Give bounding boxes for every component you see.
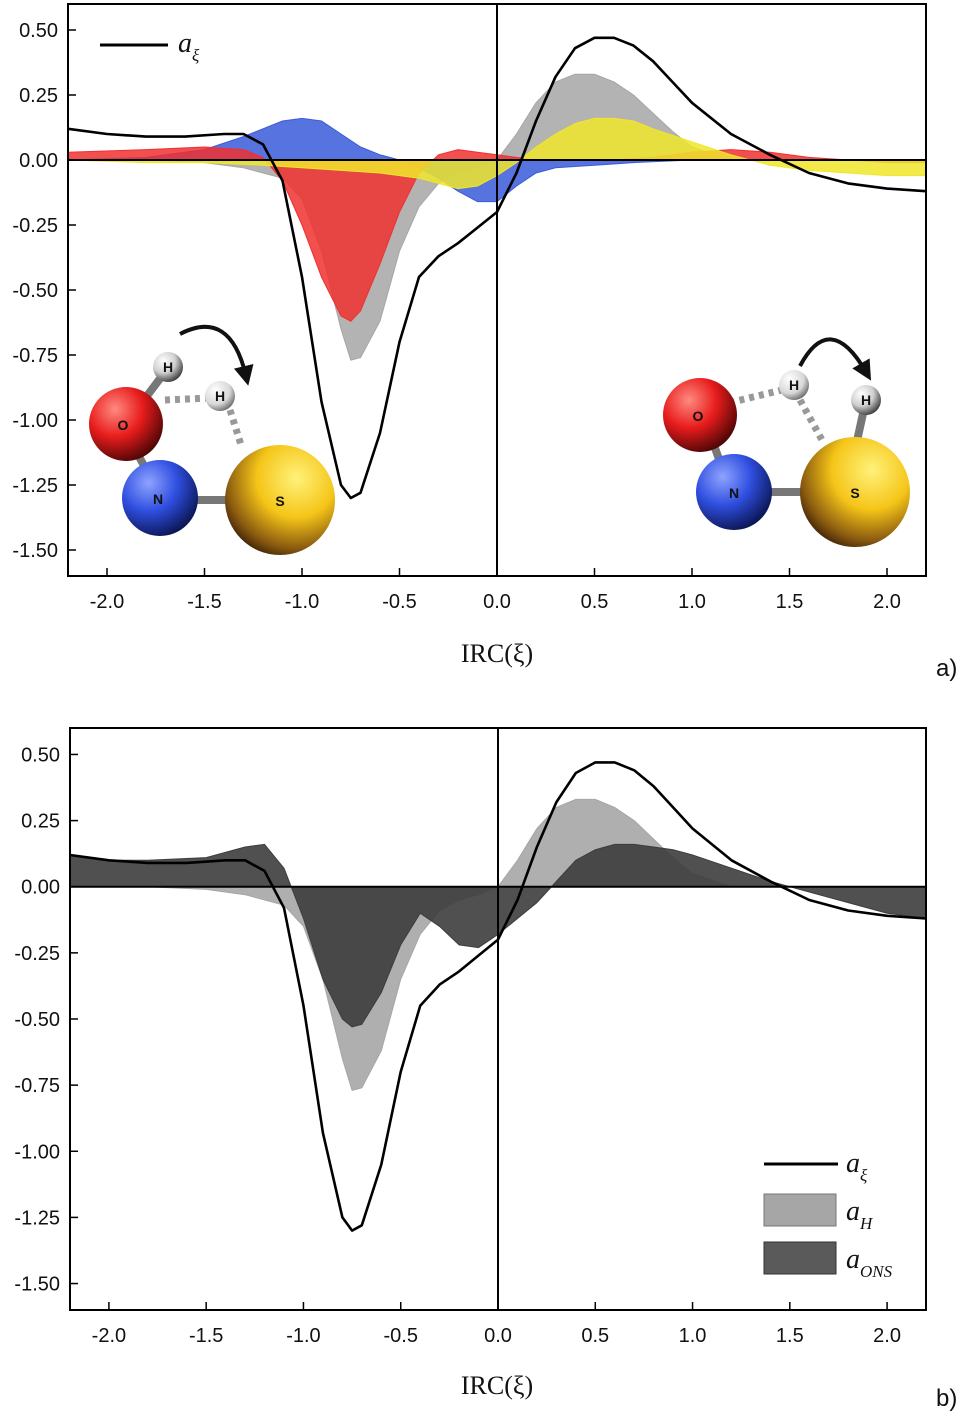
y-tick-label: -0.25 [14, 943, 60, 965]
panel-a-y-ticks: 0.50 0.25 0.00 -0.25 -0.50 -0.75 -1.00 -1.25 -1.… [12, 20, 76, 562]
x-tick-label: 1.0 [679, 1325, 707, 1347]
x-tick-label: -0.5 [383, 1325, 417, 1347]
panel-a-lines [67, 36, 927, 500]
y-tick-label: -1.25 [14, 1207, 60, 1229]
panel-b-x-ticks: -2.0 -1.5 -1.0 -0.5 0.0 0.5 1.0 1.5 2.0 [92, 1302, 901, 1347]
panel-b-x-axis-title: IRC(ξ) [461, 1371, 533, 1400]
molecule-right: H H O N S [663, 337, 910, 547]
x-tick-label: -0.5 [382, 591, 416, 613]
oxygen-atom [663, 378, 737, 452]
legend-label-a-xi: aξ [846, 1148, 868, 1185]
molecule-left: H H O N S [89, 324, 335, 555]
x-tick-label: 0.5 [581, 591, 609, 613]
x-tick-label: 1.5 [776, 591, 804, 613]
hbond-h-s [796, 398, 826, 442]
atom-label-h: H [789, 377, 799, 393]
hydrogen-atom [779, 370, 809, 400]
x-tick-label: -1.0 [285, 591, 319, 613]
panel-a-legend: aξ [100, 28, 200, 65]
atom-label-h: H [163, 359, 173, 375]
line-series-a-xi [67, 36, 927, 500]
legend-swatch-a-ons [763, 1241, 837, 1275]
y-tick-label: -1.25 [12, 475, 58, 497]
panel-a-x-axis-title: IRC(ξ) [461, 639, 533, 668]
panel-b-lines [69, 761, 927, 1232]
legend-label-a-xi: aξ [178, 28, 200, 65]
x-tick-label: -2.0 [90, 591, 124, 613]
y-tick-label: -1.50 [14, 1274, 60, 1296]
panel-a-label: a) [936, 655, 957, 682]
hbond-o-h [164, 394, 211, 404]
oxygen-atom [89, 387, 163, 461]
x-tick-label: 0.0 [484, 1325, 512, 1347]
atom-label-h: H [861, 392, 871, 408]
y-tick-label: 0.25 [19, 85, 58, 107]
atom-label-o: O [693, 408, 704, 424]
legend-label-a-ons: aONS [846, 1244, 893, 1281]
y-tick-label: 0.25 [21, 811, 60, 833]
sulfur-atom [800, 437, 910, 547]
nitrogen-atom [696, 454, 772, 530]
y-tick-label: -0.75 [12, 345, 58, 367]
y-tick-label: -1.00 [12, 410, 58, 432]
panel-a-x-ticks: -2.0 -1.5 -1.0 -0.5 0.0 0.5 1.0 1.5 2.0 [90, 568, 901, 613]
x-tick-label: -1.5 [189, 1325, 223, 1347]
x-tick-label: -1.0 [286, 1325, 320, 1347]
x-tick-label: 1.5 [776, 1325, 804, 1347]
legend-swatch-a-h [763, 1193, 837, 1227]
x-tick-label: 0.0 [483, 591, 511, 613]
hydrogen-atom [851, 385, 881, 415]
atom-label-o: O [118, 417, 129, 433]
y-tick-label: -0.50 [12, 280, 58, 302]
atom-label-s: S [850, 485, 859, 501]
y-tick-label: -0.25 [12, 215, 58, 237]
legend-label-a-h: aH [846, 1196, 874, 1233]
y-tick-label: 0.50 [21, 744, 60, 766]
transfer-arrow-icon [798, 337, 872, 381]
x-tick-label: 0.5 [581, 1325, 609, 1347]
x-tick-label: 2.0 [873, 1325, 901, 1347]
panel-b-y-ticks: 0.50 0.25 0.00 -0.25 -0.50 -0.75 -1.00 -1.25 -1.… [14, 744, 78, 1296]
y-tick-label: -0.75 [14, 1075, 60, 1097]
hbond-h-s [226, 408, 246, 450]
line-series-a-xi [69, 761, 927, 1232]
atom-label-s: S [275, 493, 284, 509]
y-tick-label: 0.00 [19, 150, 58, 172]
hydrogen-atom [205, 381, 235, 411]
y-tick-label: -1.50 [12, 540, 58, 562]
panel-a: -2.0 -1.5 -1.0 -0.5 0.0 0.5 1.0 1.5 2.0 0.50 0.25… [12, 3, 957, 682]
x-tick-label: 1.0 [678, 591, 706, 613]
y-tick-label: 0.00 [21, 877, 60, 899]
atom-label-n: N [153, 491, 163, 507]
atom-label-n: N [729, 485, 739, 501]
x-tick-label: -1.5 [187, 591, 221, 613]
panel-b-label: b) [936, 1385, 957, 1412]
atom-label-h: H [215, 388, 225, 404]
y-tick-label: -1.00 [14, 1141, 60, 1163]
panel-b: -2.0 -1.5 -1.0 -0.5 0.0 0.5 1.0 1.5 2.0 0.50 0.25… [14, 727, 957, 1412]
hydrogen-atom [153, 352, 183, 382]
nitrogen-atom [122, 460, 198, 536]
y-tick-label: -0.50 [14, 1009, 60, 1031]
x-tick-label: -2.0 [92, 1325, 126, 1347]
panel-b-legend: aξ aH aONS [763, 1148, 893, 1281]
x-tick-label: 2.0 [873, 591, 901, 613]
y-tick-label: 0.50 [19, 20, 58, 42]
sulfur-atom [225, 445, 335, 555]
transfer-arrow-icon [179, 324, 254, 386]
